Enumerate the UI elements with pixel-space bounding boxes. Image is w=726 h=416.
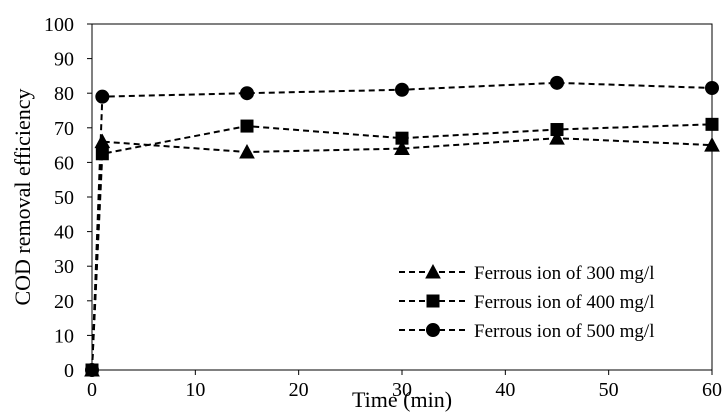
legend-label: Ferrous ion of 500 mg/l [474, 321, 655, 342]
legend-entry: Ferrous ion of 400 mg/l [399, 292, 655, 313]
series-layer [84, 75, 720, 377]
y-tick-label: 70 [54, 118, 74, 140]
data-point [240, 86, 254, 101]
y-tick-label: 50 [54, 187, 74, 209]
y-tick-label: 30 [54, 256, 74, 278]
y-tick-label: 20 [54, 291, 74, 313]
legend-entry: Ferrous ion of 300 mg/l [399, 263, 655, 284]
x-tick-label: 10 [185, 379, 205, 401]
x-tick-label: 50 [599, 379, 619, 401]
data-point [705, 81, 719, 96]
series-circle [85, 75, 719, 377]
x-axis-ticks: 0 10 20 30 40 50 60 [87, 370, 722, 401]
data-point [705, 117, 719, 131]
x-tick-label: 0 [87, 379, 97, 401]
data-point [95, 89, 110, 104]
y-tick-label: 100 [44, 14, 74, 36]
data-point [85, 363, 99, 377]
legend: Ferrous ion of 300 mg/l Ferrous ion of 40… [399, 263, 655, 342]
x-tick-label: 20 [289, 379, 309, 401]
y-tick-label: 90 [54, 49, 74, 71]
legend-label: Ferrous ion of 400 mg/l [474, 292, 655, 313]
y-tick-label: 40 [54, 222, 74, 244]
x-tick-label: 60 [702, 379, 722, 401]
plot-area [91, 23, 713, 371]
y-tick-label: 0 [64, 360, 74, 382]
data-point [95, 147, 109, 161]
legend-marker [425, 263, 441, 279]
data-point [395, 82, 409, 97]
data-point [395, 131, 409, 145]
legend-marker [426, 294, 440, 308]
series-line [91, 123, 713, 371]
data-point [704, 137, 720, 152]
x-tick-label: 40 [495, 379, 515, 401]
y-axis-ticks: 0 10 20 30 40 50 60 70 80 90 100 [44, 14, 92, 382]
y-tick-label: 60 [54, 152, 74, 174]
y-axis-title: COD removal efficiency [10, 88, 35, 305]
data-point [239, 143, 255, 159]
y-tick-label: 10 [54, 325, 74, 347]
data-point [550, 123, 564, 137]
series-line [91, 81, 713, 371]
x-axis-title: Time (min) [352, 387, 452, 412]
y-tick-label: 80 [54, 83, 74, 105]
data-point [550, 75, 564, 90]
x-tick-label: 30 [392, 379, 412, 401]
data-point [394, 140, 410, 156]
data-point [549, 130, 565, 145]
legend-label: Ferrous ion of 300 mg/l [474, 263, 655, 284]
legend-entry: Ferrous ion of 500 mg/l [399, 321, 655, 342]
legend-marker [426, 323, 440, 337]
data-point [240, 119, 254, 133]
